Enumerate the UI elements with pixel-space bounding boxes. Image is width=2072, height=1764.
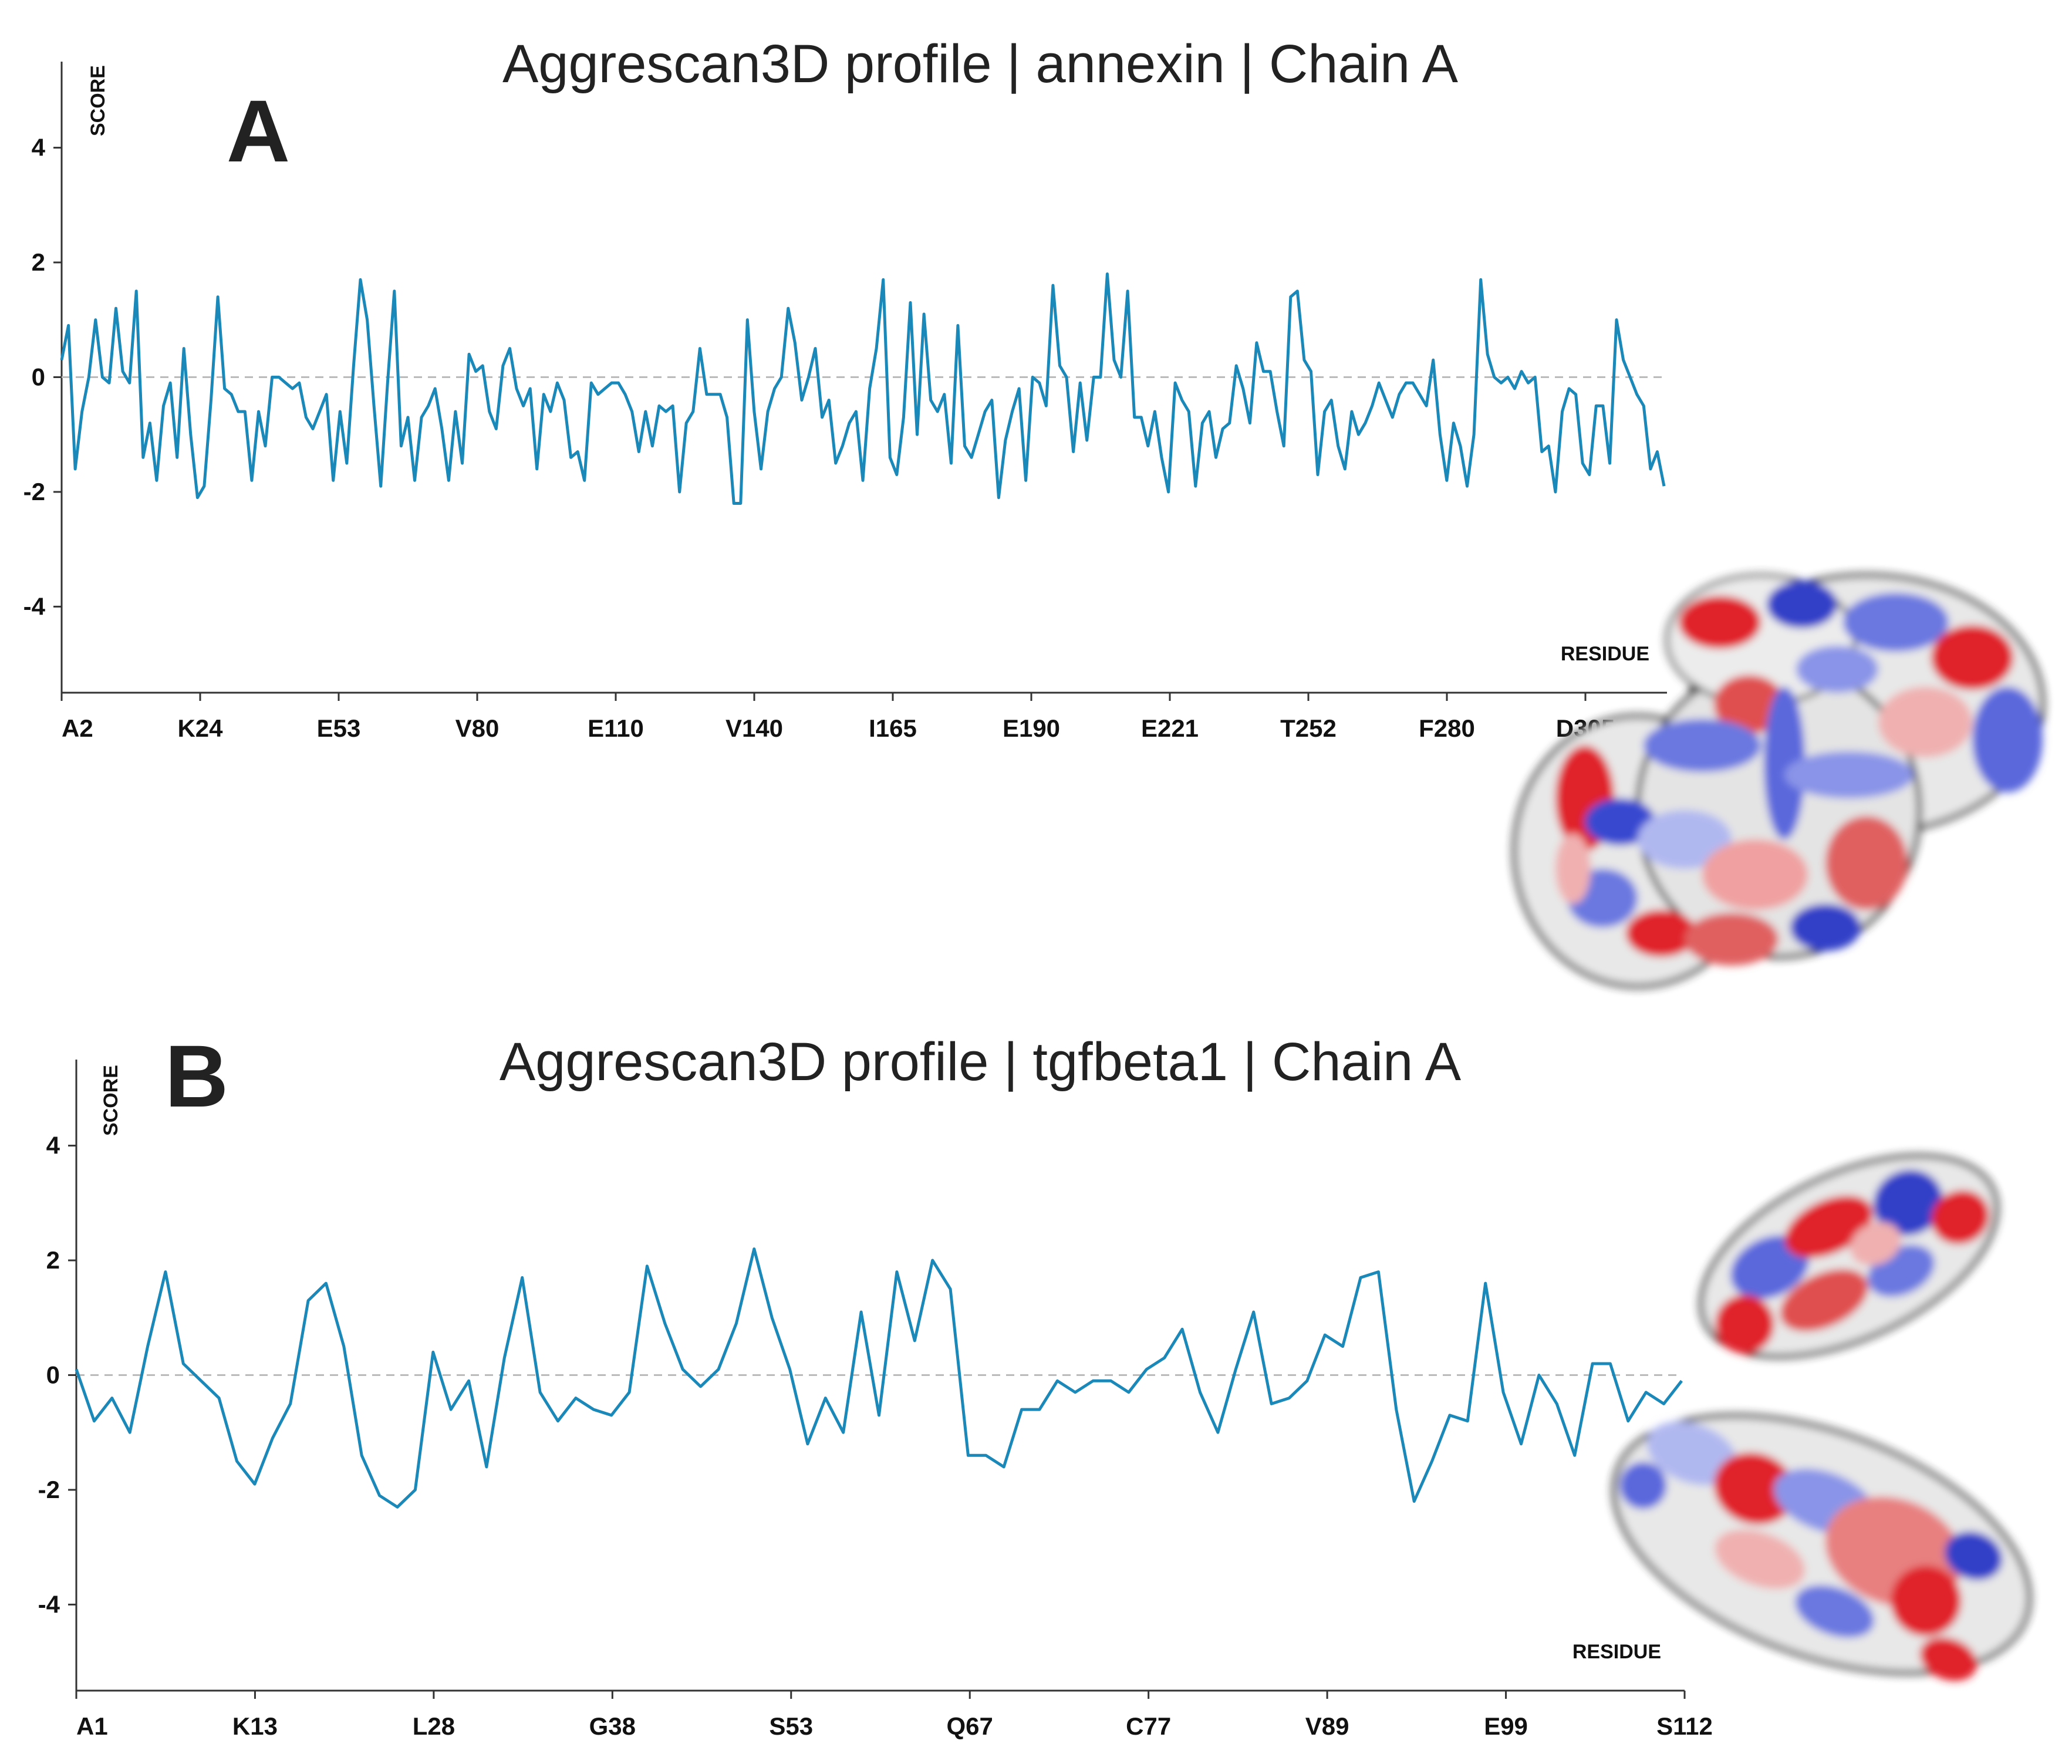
- score-line: [75, 1247, 1683, 1509]
- x-tick-label: F280: [1419, 714, 1475, 742]
- x-tick-label: E99: [1484, 1712, 1528, 1740]
- x-tick-label: Q67: [947, 1712, 993, 1740]
- x-tick-label: G38: [589, 1712, 636, 1740]
- chart-title: Aggrescan3D profile | annexin | Chain A: [502, 34, 1459, 94]
- x-axis-label: RESIDUE: [1572, 1641, 1661, 1663]
- x-tick-label: E190: [1003, 714, 1060, 742]
- score-line: [60, 272, 1666, 505]
- x-tick-label: T252: [1280, 714, 1337, 742]
- protein-structure-a: [1512, 573, 2045, 989]
- panel-a: Aggrescan3D profile | annexin | Chain A …: [23, 34, 1667, 742]
- y-tick-label: 0: [32, 363, 45, 391]
- x-tick-label: K13: [232, 1712, 278, 1740]
- y-tick-label: 2: [32, 248, 45, 276]
- x-tick-label: E110: [588, 714, 644, 742]
- x-tick-label: E53: [317, 714, 361, 742]
- panel-letter-a: A: [227, 82, 290, 180]
- x-tick-label: V80: [455, 714, 500, 742]
- y-tick-label: -4: [38, 1590, 60, 1618]
- y-tick-label: 0: [46, 1361, 60, 1389]
- y-tick-label: 4: [46, 1132, 60, 1159]
- y-ticks: 4 2 0 -2 -4: [23, 134, 62, 620]
- x-tick-label: K24: [177, 714, 223, 742]
- y-ticks: 4 2 0 -2 -4: [38, 1132, 76, 1618]
- protein-structure-b-top: [1699, 1153, 1999, 1359]
- panel-letter-b: B: [165, 1027, 228, 1125]
- x-tick-label: V140: [725, 714, 783, 742]
- x-tick-label: V89: [1305, 1712, 1349, 1740]
- x-tick-label: S112: [1656, 1712, 1713, 1740]
- chart-title: Aggrescan3D profile | tgfbeta1 | Chain A: [500, 1032, 1462, 1092]
- y-tick-label: -2: [38, 1476, 60, 1503]
- x-tick-label: I165: [869, 714, 917, 742]
- y-tick-label: -4: [23, 592, 46, 620]
- x-tick-label: A2: [62, 714, 93, 742]
- panel-b: Aggrescan3D profile | tgfbeta1 | Chain A…: [38, 1027, 1713, 1740]
- x-tick-label: E221: [1141, 714, 1199, 742]
- y-tick-label: 2: [46, 1246, 60, 1274]
- x-ticks: A2K24E53V80E110V140I165E190E221T252F280D…: [60, 693, 1615, 742]
- x-tick-label: C77: [1126, 1712, 1171, 1740]
- x-axis-label: RESIDUE: [1561, 643, 1649, 665]
- y-axis-label: SCORE: [100, 1065, 122, 1136]
- y-tick-label: -2: [23, 478, 45, 505]
- x-tick-label: A1: [76, 1712, 108, 1740]
- x-tick-label: L28: [413, 1712, 455, 1740]
- protein-structure-b-bottom: [1611, 1413, 2032, 1681]
- x-tick-label: S53: [769, 1712, 813, 1740]
- y-tick-label: 4: [32, 134, 46, 161]
- y-axis-label: SCORE: [87, 65, 109, 136]
- x-ticks: A1 K13 L28 G38 S53 Q67 C77 V89 E99 S112: [75, 1691, 1713, 1740]
